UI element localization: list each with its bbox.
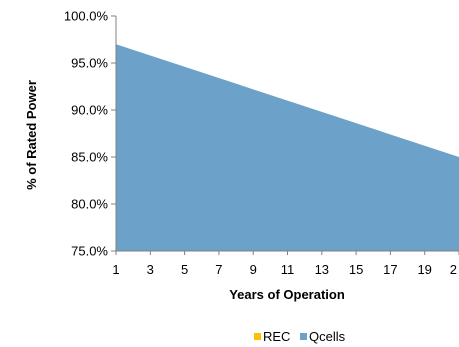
y-tick-label: 85.0% xyxy=(71,150,108,165)
x-tick-label: 19 xyxy=(417,262,431,277)
area-series-qcells xyxy=(116,44,459,252)
y-tick-label: 75.0% xyxy=(71,244,108,259)
x-axis-title: Years of Operation xyxy=(229,287,345,302)
x-tick-label: 7 xyxy=(215,262,222,277)
axes: 100.0%95.0%90.0%85.0%80.0%75.0%1 3 5 7 9 11 13… xyxy=(64,9,459,277)
x-tick-label: 13 xyxy=(315,262,329,277)
legend-label-rec: REC xyxy=(263,329,290,344)
y-axis-title: % of Rated Power xyxy=(24,80,39,190)
x-tick-label: 5 xyxy=(181,262,188,277)
x-tick-label: 9 xyxy=(250,262,257,277)
x-tick-label: 1 xyxy=(112,262,119,277)
plot-area xyxy=(115,44,459,252)
x-tick-label: 15 xyxy=(349,262,363,277)
x-tick-label: 2 xyxy=(450,262,457,277)
legend: REC Qcells xyxy=(254,329,346,344)
x-tick-label: 3 xyxy=(147,262,154,277)
x-tick-label: 17 xyxy=(383,262,397,277)
x-tick-label: 11 xyxy=(281,262,295,277)
legend-swatch-qcells xyxy=(300,333,307,340)
y-tick-label: 95.0% xyxy=(71,56,108,71)
y-tick-label: 80.0% xyxy=(71,197,108,212)
y-tick-label: 90.0% xyxy=(71,103,108,118)
legend-label-qcells: Qcells xyxy=(309,329,346,344)
legend-swatch-rec xyxy=(254,333,261,340)
y-tick-label: 100.0% xyxy=(64,9,109,24)
